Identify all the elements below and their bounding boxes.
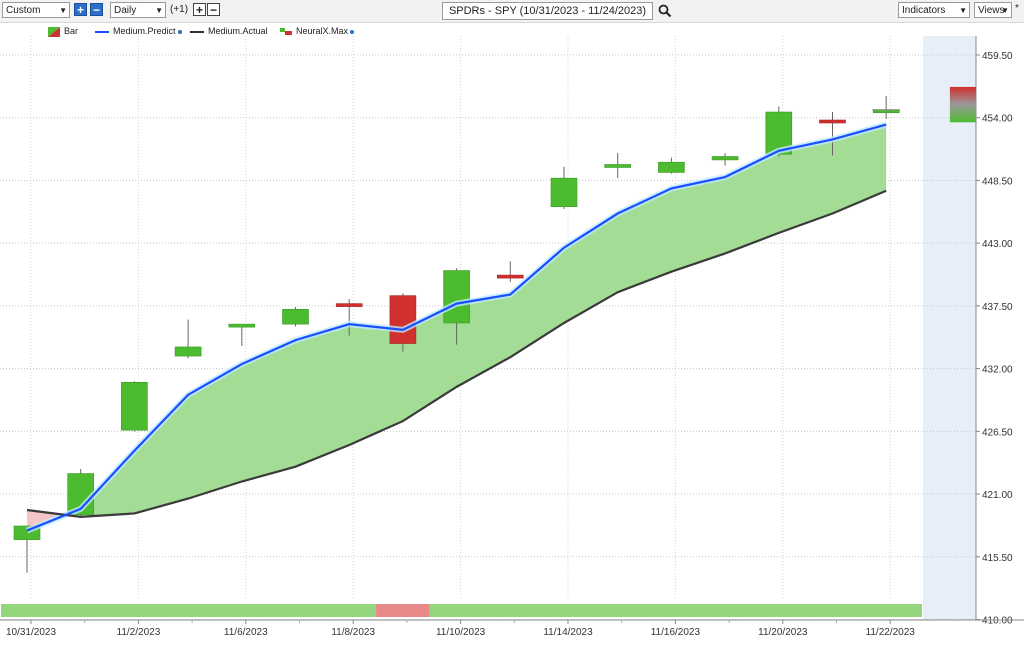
legend-item-medium-predict[interactable]: Medium.Predict — [95, 25, 182, 39]
x-tick-label: 11/20/2023 — [758, 627, 808, 638]
interval-offset: (+1) — [170, 4, 189, 15]
y-tick-label: 448.50 — [982, 176, 1013, 187]
signal-segment — [429, 604, 922, 617]
legend-label: Bar — [64, 26, 79, 36]
y-tick-label: 443.00 — [982, 239, 1013, 250]
candle-body[interactable] — [335, 303, 363, 307]
candle-body[interactable] — [443, 270, 470, 324]
y-tick-label: 426.50 — [982, 427, 1013, 438]
chart-title: SPDRs - SPY (10/31/2023 - 11/24/2023) — [448, 5, 647, 17]
candle-body[interactable] — [389, 295, 417, 344]
y-tick-label: 437.50 — [982, 302, 1013, 313]
signal-segment — [1, 604, 377, 617]
y-tick-label: 454.00 — [982, 114, 1013, 125]
interval-select-value: Daily — [114, 5, 137, 16]
x-tick-label: 11/10/2023 — [436, 627, 486, 638]
settings-dot-icon[interactable] — [177, 29, 182, 34]
candle-body[interactable] — [174, 346, 202, 357]
candle-body[interactable] — [121, 381, 148, 431]
chevron-down-icon: ▼ — [59, 6, 67, 15]
candle-body[interactable] — [658, 161, 685, 173]
symbol-title-box[interactable]: SPDRs - SPY (10/31/2023 - 11/24/2023) — [442, 2, 653, 20]
price-chart[interactable]: 410.00 415.50 421.00 426.50 432.00 437.50 443.… — [0, 36, 1024, 646]
interval-increase-button[interactable]: + — [193, 3, 206, 16]
x-tick-label: 11/22/2023 — [866, 627, 916, 638]
legend-item-medium-actual[interactable]: Medium.Actual — [190, 25, 268, 39]
candle-body[interactable] — [604, 164, 632, 168]
legend-item-bar[interactable]: Bar — [48, 25, 78, 39]
interval-decrease-button[interactable]: − — [207, 3, 220, 16]
legend-label: Medium.Actual — [208, 26, 268, 36]
x-tick-label: 10/31/2023 — [6, 627, 56, 638]
x-tick-label: 11/14/2023 — [543, 627, 593, 638]
indicators-label: Indicators — [902, 5, 946, 16]
minus-icon: − — [209, 3, 217, 17]
legend-label: NeuralX.Max — [296, 26, 349, 36]
medium-actual-line[interactable] — [26, 189, 887, 518]
bar-icon — [48, 26, 60, 37]
chevron-down-icon: ▼ — [155, 6, 163, 15]
candle-body[interactable] — [819, 119, 846, 124]
x-tick-label: 11/2/2023 — [117, 627, 161, 638]
views-select[interactable]: Views ▼ — [974, 2, 1012, 18]
plus-icon: + — [76, 3, 84, 17]
candle-body[interactable] — [711, 156, 739, 161]
line-swatch-icon — [95, 30, 109, 33]
x-tick-label: 11/6/2023 — [224, 627, 268, 638]
x-tick-label: 11/16/2023 — [651, 627, 701, 638]
neuralx-icon — [280, 27, 292, 35]
indicators-select[interactable]: Indicators ▼ — [898, 2, 970, 18]
search-icon[interactable] — [658, 4, 672, 18]
chevron-down-icon: ▼ — [1001, 6, 1009, 15]
neuralx-max-forecast-box[interactable] — [949, 86, 976, 123]
plus-icon: + — [195, 3, 203, 17]
candle-body[interactable] — [282, 309, 309, 325]
y-tick-label: 421.00 — [982, 490, 1013, 501]
y-tick-label: 415.50 — [982, 553, 1013, 564]
views-marker: * — [1015, 3, 1019, 14]
y-tick-label: 459.50 — [982, 51, 1013, 62]
candle-body[interactable] — [550, 177, 578, 207]
y-tick-label: 410.00 — [982, 616, 1013, 627]
line-swatch-icon — [190, 30, 204, 33]
period-select[interactable]: Custom ▼ — [2, 2, 70, 18]
signal-segment — [376, 604, 430, 617]
x-tick-label: 11/8/2023 — [331, 627, 375, 638]
chevron-down-icon: ▼ — [959, 6, 967, 15]
forecast-zone — [923, 36, 976, 620]
settings-dot-icon[interactable] — [350, 29, 355, 34]
zoom-out-button[interactable]: − — [90, 3, 103, 16]
views-label: Views — [978, 5, 1005, 16]
candle-body[interactable] — [496, 274, 524, 279]
toolbar: Custom ▼ + − Daily ▼ (+1) + − SPDRs - SP… — [0, 0, 1024, 23]
interval-select[interactable]: Daily ▼ — [110, 2, 166, 18]
minus-icon: − — [92, 3, 100, 17]
legend-item-neuralx-max[interactable]: NeuralX.Max — [280, 25, 355, 39]
candle-body[interactable] — [228, 323, 256, 328]
period-select-value: Custom — [6, 5, 41, 16]
y-tick-label: 432.00 — [982, 365, 1013, 376]
zoom-in-button[interactable]: + — [74, 3, 87, 16]
legend-label: Medium.Predict — [113, 26, 176, 36]
medium-predict-line[interactable] — [26, 123, 887, 532]
